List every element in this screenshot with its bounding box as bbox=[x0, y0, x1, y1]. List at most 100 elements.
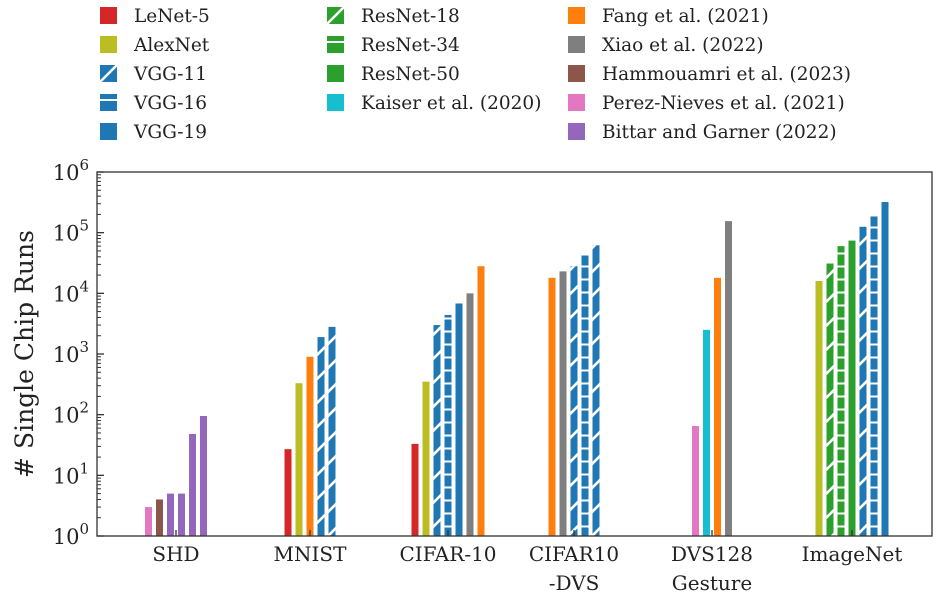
bar-hatch bbox=[859, 226, 867, 536]
legend-entry-vgg-11: VGG-11 bbox=[98, 63, 207, 85]
legend-label: VGG-19 bbox=[133, 122, 207, 143]
bar-shd-bittar-and-garner-2022 bbox=[178, 493, 185, 536]
bar-cifar10-alexnet bbox=[422, 381, 430, 536]
bar-shd-bittar-and-garner-2022 bbox=[200, 416, 207, 536]
bar-fill bbox=[703, 329, 710, 536]
bar-imagenet-resnet-50 bbox=[848, 240, 856, 536]
legend-swatch bbox=[327, 94, 344, 111]
legend-label: AlexNet bbox=[133, 35, 210, 56]
y-tick-exponent: 6 bbox=[79, 156, 89, 174]
bar-dvs128-kaiser-et-al-2020 bbox=[703, 329, 710, 536]
bar-shd-perez-nieves-et-al-2021 bbox=[145, 507, 152, 536]
legend-swatch bbox=[100, 123, 117, 140]
bar-cifar10-vgg-16 bbox=[444, 314, 452, 536]
bar-cifar10dvs-vgg-16 bbox=[581, 255, 589, 536]
legend-swatch bbox=[100, 7, 117, 24]
legend-label: Bittar and Garner (2022) bbox=[602, 122, 837, 143]
legend-entry-kaiser-et-al-2020: Kaiser et al. (2020) bbox=[327, 93, 541, 114]
bar-imagenet-resnet-18 bbox=[826, 263, 834, 536]
bar-fill bbox=[881, 202, 889, 536]
bar-hatch bbox=[581, 255, 589, 536]
bar-fill bbox=[295, 383, 303, 536]
legend-label: Hammouamri et al. (2023) bbox=[602, 64, 851, 85]
y-tick-label: 106 bbox=[53, 156, 89, 185]
bar-cifar10-vgg-19 bbox=[455, 303, 463, 536]
plot-frame bbox=[96, 171, 933, 537]
y-tick-label: 102 bbox=[53, 399, 89, 428]
bar-fill bbox=[466, 293, 474, 536]
legend-entry-lenet-5: LeNet-5 bbox=[100, 6, 210, 27]
legend-swatch-hatch bbox=[100, 99, 117, 101]
bar-fill bbox=[167, 493, 174, 536]
x-axis: SHD MNIST CIFAR-10 CIFAR10 -DVS DVS128 Gesture… bbox=[152, 530, 902, 595]
legend-entry-xiao-et-al-2022: Xiao et al. (2022) bbox=[568, 35, 764, 56]
bar-cifar10dvs-vgg-11 bbox=[570, 266, 578, 536]
bar-hatch bbox=[328, 326, 336, 536]
bar-cifar10dvs-xiao-et-al-2022 bbox=[559, 271, 567, 536]
bar-mnist-fang-et-al-2021 bbox=[306, 356, 314, 536]
bar-imagenet-vgg-11 bbox=[859, 226, 867, 536]
bar-imagenet-resnet-34 bbox=[837, 246, 845, 536]
bar-imagenet-vgg-19 bbox=[881, 202, 889, 536]
legend-swatch-hatch bbox=[325, 5, 346, 26]
bar-dvs128-xiao-et-al-2022 bbox=[725, 221, 732, 536]
legend-label: Perez-Nieves et al. (2021) bbox=[602, 93, 845, 114]
y-tick-exponent: 5 bbox=[79, 217, 89, 235]
bar-shd-bittar-and-garner-2022 bbox=[189, 434, 196, 536]
bar-hatch bbox=[870, 216, 878, 536]
legend-entry-resnet-18: ResNet-18 bbox=[325, 5, 460, 27]
bar-fill bbox=[725, 221, 732, 536]
y-tick-exponent: 4 bbox=[79, 277, 89, 295]
bar-mnist-vgg-11 bbox=[317, 337, 325, 536]
legend-swatch bbox=[568, 36, 585, 53]
x-tick-label-cifar10dvs: -DVS bbox=[549, 571, 600, 595]
y-tick-label: 101 bbox=[53, 459, 89, 488]
legend-swatch bbox=[100, 36, 117, 53]
x-tick-label-dvs128: Gesture bbox=[672, 571, 752, 595]
bar-hatch bbox=[444, 314, 452, 536]
y-tick-exponent: 0 bbox=[79, 520, 89, 538]
bar-hatch bbox=[837, 246, 845, 536]
bar-cifar10-lenet-5 bbox=[411, 443, 419, 536]
y-tick-base: 10 bbox=[53, 464, 80, 488]
bar-fill bbox=[559, 271, 567, 536]
bar-mnist-vgg-11 bbox=[328, 326, 336, 536]
legend-label: VGG-11 bbox=[133, 64, 207, 85]
legend-label: VGG-16 bbox=[133, 93, 207, 114]
bar-fill bbox=[692, 426, 699, 536]
y-tick-label: 105 bbox=[53, 217, 89, 246]
legend-entry-resnet-34: ResNet-34 bbox=[327, 35, 460, 56]
x-tick-label-cifar10dvs: CIFAR10 bbox=[529, 542, 619, 566]
legend-label: LeNet-5 bbox=[134, 6, 210, 27]
y-tick-base: 10 bbox=[53, 404, 80, 428]
legend-entry-vgg-16: VGG-16 bbox=[100, 93, 207, 114]
bar-fill bbox=[145, 507, 152, 536]
bar-mnist-alexnet bbox=[295, 383, 303, 536]
bar-imagenet-vgg-16 bbox=[870, 216, 878, 536]
bar-fill bbox=[156, 499, 163, 536]
x-tick-label-imagenet: ImageNet bbox=[802, 542, 903, 566]
bar-fill bbox=[455, 303, 463, 536]
bar-hatch bbox=[826, 263, 834, 536]
y-tick-base: 10 bbox=[53, 525, 80, 549]
legend-label: Kaiser et al. (2020) bbox=[361, 93, 541, 114]
legend: LeNet-5 AlexNet VGG-11 VGG-16 VGG-19 ResNet-1… bbox=[98, 5, 851, 143]
bar-hatch bbox=[592, 245, 600, 536]
legend-swatch bbox=[327, 65, 344, 82]
bar-fill bbox=[848, 240, 856, 536]
bar-fill bbox=[411, 443, 419, 536]
legend-swatch bbox=[568, 65, 585, 82]
legend-label: ResNet-50 bbox=[361, 64, 460, 85]
bar-fill bbox=[815, 280, 823, 536]
x-tick-label-shd: SHD bbox=[152, 542, 199, 566]
legend-swatch bbox=[327, 36, 344, 53]
legend-swatch bbox=[568, 7, 585, 24]
bar-fill bbox=[477, 266, 485, 536]
legend-label: Xiao et al. (2022) bbox=[602, 35, 764, 56]
bar-hatch bbox=[433, 325, 441, 536]
bar-hatch bbox=[317, 337, 325, 536]
legend-swatch bbox=[100, 94, 117, 111]
y-tick-base: 10 bbox=[53, 222, 80, 246]
